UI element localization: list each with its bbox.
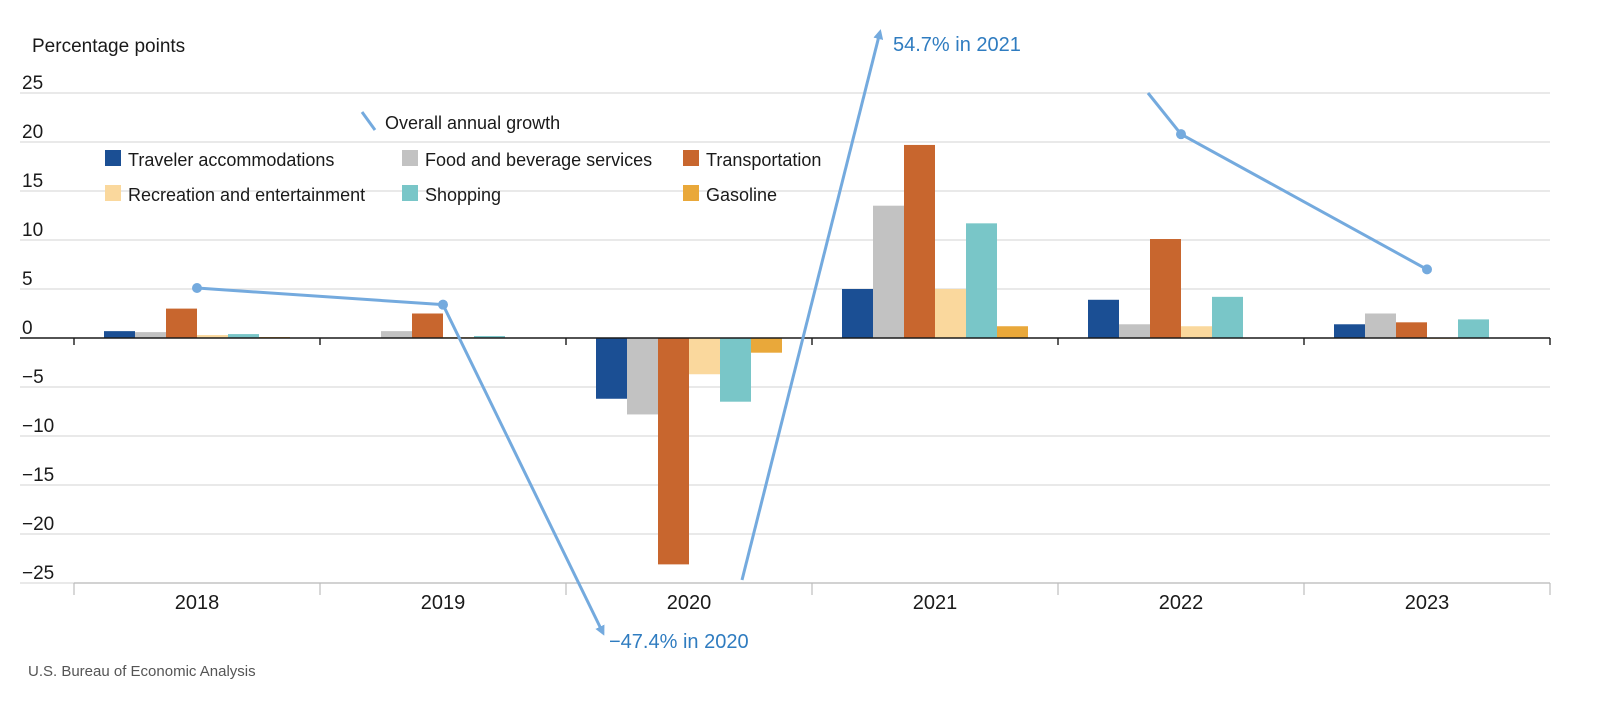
legend-line-swatch bbox=[360, 111, 377, 131]
legend-swatch bbox=[683, 150, 699, 166]
bar-traveler-accommodations-2023 bbox=[1334, 324, 1365, 338]
x-tick-label: 2023 bbox=[1405, 592, 1450, 614]
bar-shopping-2023 bbox=[1458, 319, 1489, 338]
bar-shopping-2022 bbox=[1212, 296, 1243, 338]
bar-traveler-accommodations-2022 bbox=[1088, 299, 1119, 338]
bar-traveler-accommodations-2020 bbox=[596, 338, 627, 399]
bar-transportation-2020 bbox=[658, 338, 689, 565]
x-tick-label: 2018 bbox=[175, 592, 220, 614]
bar-recreation-and-entertainment-2021 bbox=[935, 289, 966, 338]
bar-traveler-accommodations-2018 bbox=[104, 331, 135, 338]
x-tick-label: 2021 bbox=[913, 592, 958, 614]
bar-food-and-beverage-services-2022 bbox=[1119, 324, 1150, 338]
y-axis-ticks: 25 20 15 10 5 0 −5 −10 −15 −20 −25 bbox=[22, 73, 54, 584]
legend-swatch bbox=[105, 150, 121, 166]
y-tick-label: 5 bbox=[22, 269, 33, 290]
bar-recreation-and-entertainment-2022 bbox=[1181, 326, 1212, 338]
legend-label: Recreation and entertainment bbox=[128, 185, 365, 205]
line-point bbox=[1422, 264, 1432, 275]
bars bbox=[104, 144, 1520, 565]
bar-shopping-2021 bbox=[966, 223, 997, 338]
legend-swatch bbox=[683, 185, 699, 201]
bar-traveler-accommodations-2021 bbox=[842, 289, 873, 338]
bar-transportation-2019 bbox=[412, 313, 443, 338]
y-tick-label: 25 bbox=[22, 73, 43, 94]
legend-label: Food and beverage services bbox=[425, 150, 652, 170]
bar-transportation-2021 bbox=[904, 144, 935, 338]
y-tick-label: −20 bbox=[22, 514, 54, 535]
y-tick-label: −15 bbox=[22, 465, 54, 486]
line-point bbox=[438, 299, 448, 310]
y-tick-label: −10 bbox=[22, 416, 54, 437]
bar-food-and-beverage-services-2021 bbox=[873, 205, 904, 338]
legend-label: Transportation bbox=[706, 150, 821, 170]
y-tick-label: 15 bbox=[22, 171, 43, 192]
x-tick-label: 2020 bbox=[667, 592, 712, 614]
bar-gasoline-2020 bbox=[751, 338, 782, 353]
legend-label-overall: Overall annual growth bbox=[385, 113, 560, 133]
y-tick-label: 10 bbox=[22, 220, 43, 241]
annotation-high: 54.7% in 2021 bbox=[893, 34, 1021, 56]
line-point bbox=[192, 283, 202, 294]
bar-recreation-and-entertainment-2020 bbox=[689, 338, 720, 375]
x-axis: 2018 2019 2020 2021 2022 2023 bbox=[73, 582, 1551, 614]
bar-food-and-beverage-services-2019 bbox=[381, 331, 412, 338]
bar-food-and-beverage-services-2023 bbox=[1365, 313, 1396, 338]
y-tick-label: 20 bbox=[22, 122, 43, 143]
overall-growth-line: −47.4% in 2020 54.7% in 2021 bbox=[192, 29, 1432, 653]
bar-shopping-2018 bbox=[228, 334, 259, 338]
bar-shopping-2019 bbox=[474, 336, 505, 338]
legend-label: Gasoline bbox=[706, 185, 777, 205]
line-point bbox=[1176, 129, 1186, 140]
bar-food-and-beverage-services-2018 bbox=[135, 332, 166, 338]
line-segment-2019-2020 bbox=[441, 304, 605, 636]
legend-swatch bbox=[402, 150, 418, 166]
legend-label: Shopping bbox=[425, 185, 501, 205]
line-segment-2018-2019 bbox=[196, 286, 444, 307]
line-segment-2020-2021 bbox=[740, 29, 884, 581]
legend-swatch bbox=[402, 185, 418, 201]
bar-transportation-2018 bbox=[166, 308, 197, 338]
annotation-low: −47.4% in 2020 bbox=[609, 631, 749, 653]
bar-shopping-2020 bbox=[720, 338, 751, 402]
legend-label: Traveler accommodations bbox=[128, 150, 334, 170]
y-tick-label: 0 bbox=[22, 318, 33, 339]
bar-recreation-and-entertainment-2018 bbox=[197, 335, 228, 338]
y-tick-label: −5 bbox=[22, 367, 44, 388]
bar-gasoline-2021 bbox=[997, 326, 1028, 338]
line-segment-2021-2022 bbox=[1146, 92, 1183, 136]
x-tick-label: 2019 bbox=[421, 592, 466, 614]
zero-axis bbox=[20, 337, 1551, 345]
bar-transportation-2022 bbox=[1150, 239, 1181, 338]
bar-transportation-2023 bbox=[1396, 322, 1427, 338]
x-tick-label: 2022 bbox=[1159, 592, 1204, 614]
y-tick-label: −25 bbox=[22, 563, 54, 584]
legend-swatch bbox=[105, 185, 121, 201]
bar-food-and-beverage-services-2020 bbox=[627, 338, 658, 415]
line-segment-2022-2023 bbox=[1180, 132, 1428, 271]
source-note: U.S. Bureau of Economic Analysis bbox=[28, 663, 256, 680]
y-axis-label: Percentage points bbox=[32, 36, 185, 57]
legend: Overall annual growth Traveler accommodat… bbox=[105, 111, 821, 205]
